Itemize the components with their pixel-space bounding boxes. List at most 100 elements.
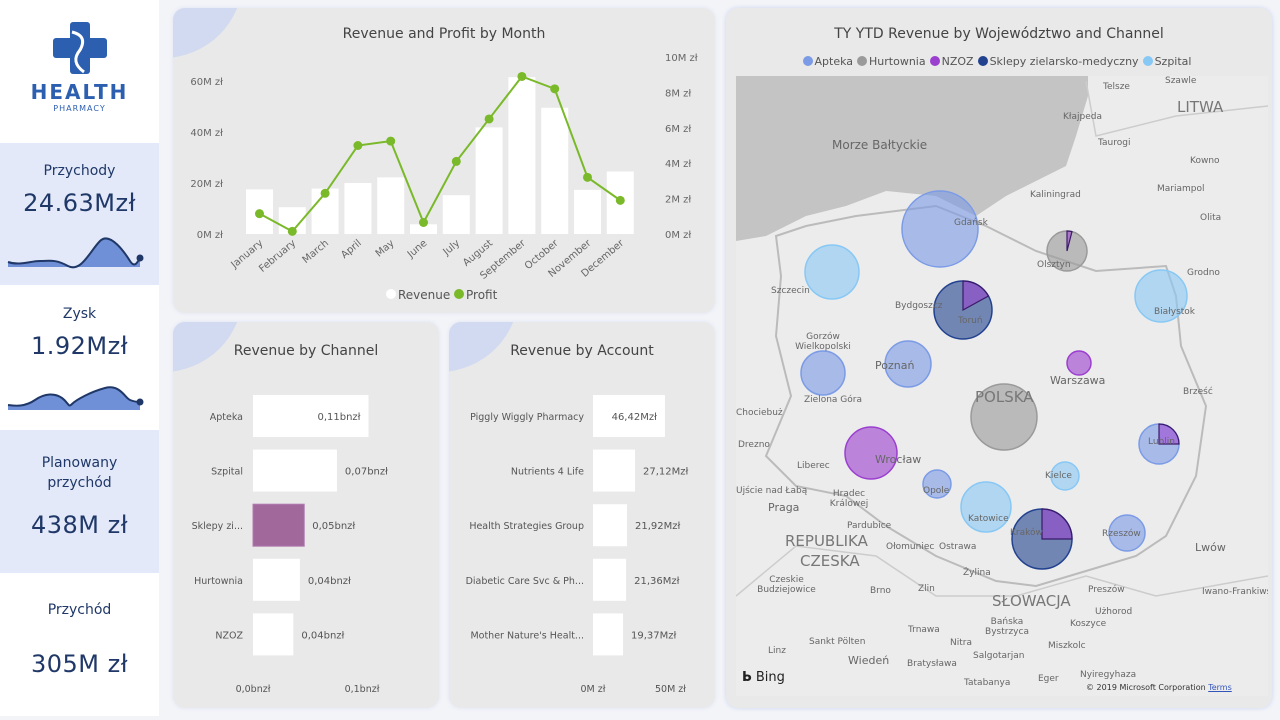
map-place-label: Ostrawa — [939, 542, 977, 552]
kpi-card-przychody[interactable]: Przychody 24.63Mzł — [0, 143, 159, 285]
revenue-bar — [442, 195, 470, 234]
category-label: Nutrients 4 Life — [511, 467, 584, 478]
revenue-profit-panel[interactable]: Revenue and Profit by Month 0M zł 20M zł 4… — [173, 8, 715, 313]
map-place-label: Szawle — [1165, 76, 1197, 86]
map-place-label: Morze Bałtyckie — [832, 138, 928, 152]
y-tick-right: 10M zł — [665, 53, 698, 64]
legend-item[interactable]: Sklepy zielarsko-medyczny — [977, 55, 1139, 68]
map-place-label: Eger — [1038, 674, 1059, 684]
kpi-card-planowany[interactable]: Planowany przychód 438M zł — [0, 430, 159, 573]
kpi-label: Przychód — [47, 602, 112, 618]
data-label: 0,05bnzł — [312, 521, 355, 532]
revenue-by-channel-panel[interactable]: Revenue by Channel Apteka 0,11bnzł Szpital… — [173, 322, 439, 708]
kpi-label: Zysk — [62, 306, 97, 322]
sparkline — [7, 386, 144, 410]
map-bubble — [970, 383, 1038, 451]
data-label: 27,12Mzł — [643, 467, 689, 478]
data-label: 0,04bnzł — [308, 576, 351, 587]
kpi-value: 438M zł — [30, 511, 129, 539]
data-label: 0,07bnzł — [345, 467, 388, 478]
map-bubble — [960, 481, 1012, 533]
map-place-label: Taurogi — [1098, 138, 1131, 148]
map-place-label: SŁOWACJA — [992, 592, 1071, 610]
brand-name: HEALTH — [30, 80, 129, 104]
legend-label: Hurtownia — [869, 55, 926, 68]
kpi-label: Przychody — [43, 163, 116, 179]
profit-point — [320, 188, 330, 198]
map-bubble — [804, 244, 860, 300]
terms-link[interactable]: Terms — [1208, 683, 1232, 692]
y-tick-right: 4M zł — [665, 159, 691, 170]
profit-point — [287, 226, 297, 236]
map-copyright: © 2019 Microsoft Corporation Terms — [1086, 683, 1232, 693]
y-tick-left: 0M zł — [197, 230, 223, 241]
revenue-bar — [574, 189, 601, 234]
legend-profit-marker — [454, 289, 464, 299]
data-label: 46,42Mzł — [612, 412, 658, 423]
map-place-label: Wiedeń — [848, 654, 890, 667]
kpi-card-zysk[interactable]: Zysk 1.92Mzł — [0, 286, 159, 429]
y-tick-left: 20M zł — [190, 179, 223, 190]
map-canvas[interactable]: Morze Bałtyckie LITWA POLSKA REPUBLIKA CZESK… — [736, 76, 1268, 696]
map-place-label: Brno — [870, 586, 891, 596]
revenue-bar — [344, 183, 372, 234]
y-tick-left: 60M zł — [190, 77, 223, 88]
legend-label: Sklepy zielarsko-medyczny — [989, 55, 1139, 68]
map-place-label: Kłajpeda — [1063, 112, 1102, 122]
category-label: Mother Nature's Healt... — [470, 630, 584, 641]
legend-profit: Profit — [466, 288, 498, 302]
profit-point — [386, 136, 396, 146]
legend-item[interactable]: NZOZ — [929, 55, 974, 68]
x-tick-label: March — [301, 238, 331, 266]
map-place-label: Opole — [923, 486, 950, 496]
map-title: TY YTD Revenue by Województwo and Channe… — [834, 26, 1164, 42]
map-bubble — [901, 190, 979, 268]
legend-item[interactable]: Szpital — [1142, 55, 1191, 68]
bar — [593, 449, 636, 492]
map-legend: Apteka Hurtownia NZOZ Sklepy zielarsko-medy… — [726, 55, 1272, 68]
revenue-by-account-panel[interactable]: Revenue by Account Piggly Wiggly Pharmac… — [449, 322, 715, 708]
legend-dot-icon — [802, 56, 813, 66]
legend-label: NZOZ — [941, 55, 974, 68]
map-place-label: Telsze — [1103, 82, 1130, 92]
map-place-label: Katowice — [968, 514, 1009, 524]
map-bubble — [1066, 350, 1092, 376]
legend-label: Apteka — [814, 55, 854, 68]
chart-title: Revenue and Profit by Month — [342, 26, 546, 42]
category-label: Diabetic Care Svc & Ph... — [466, 576, 584, 587]
x-tick-label: 0,0bnzł — [236, 684, 271, 695]
map-place-label: Olsztyn — [1037, 260, 1071, 270]
x-tick-label: 0M zł — [581, 684, 606, 695]
map-place-label: Kielce — [1045, 471, 1072, 481]
account-bar-chart: Piggly Wiggly Pharmacy 46,42Mzł Nutrients … — [466, 395, 689, 695]
category-label: Hurtownia — [194, 576, 243, 587]
bar — [253, 558, 300, 601]
kpi-card-przychod[interactable]: Przychód 305M zł — [0, 574, 159, 716]
legend-item[interactable]: Hurtownia — [857, 55, 926, 68]
map-bubble — [1134, 269, 1188, 323]
channel-bar-chart: Apteka 0,11bnzł Szpital 0,07bnzł Sklepy zi..… — [192, 395, 388, 695]
map-place-label: POLSKA — [975, 388, 1034, 406]
bing-label: Bing — [755, 670, 785, 685]
map-panel[interactable]: TY YTD Revenue by Województwo and Channe… — [726, 8, 1272, 708]
profit-line — [259, 75, 621, 233]
legend-dot-icon — [1142, 56, 1153, 66]
map-place-label: Gorzów Wielkopolski — [795, 332, 851, 352]
nzoz-pie-slice — [1158, 423, 1180, 445]
map-place-label: Białystok — [1154, 307, 1196, 317]
map-bubble — [844, 426, 898, 480]
legend-dot-icon — [857, 56, 868, 66]
map-place-label: Bańska Bystrzyca — [985, 617, 1029, 637]
map-place-label: Tatabanya — [964, 678, 1011, 688]
legend-item[interactable]: Apteka — [802, 55, 854, 68]
revenue-bar — [541, 107, 569, 234]
map-bubbles — [800, 190, 1188, 570]
bar — [253, 449, 337, 492]
kpi-value: 24.63Mzł — [23, 189, 136, 217]
map-place-label: Ujście nad Łabą — [736, 486, 808, 496]
map-place-label: Zlin — [918, 584, 935, 594]
map-place-label: Chociebuż — [736, 408, 783, 418]
data-label: 19,37Mzł — [631, 630, 677, 641]
map-place-label: Miszkolc — [1048, 641, 1086, 651]
legend-dot-icon — [977, 56, 988, 66]
